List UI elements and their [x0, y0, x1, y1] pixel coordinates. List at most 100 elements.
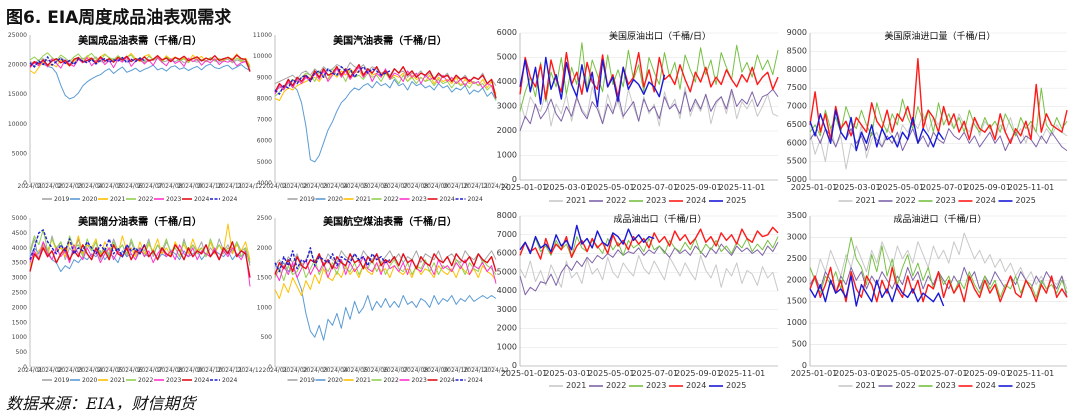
legend-label: 2024 [194, 377, 209, 384]
series-2024b-line [29, 56, 145, 68]
x-tick-label: 2025-03-01 [544, 369, 591, 378]
y-tick-label: 15000 [8, 91, 27, 98]
legend-label: 2022 [896, 196, 916, 205]
y-tick-label: 1000 [497, 151, 517, 160]
y-tick-label: 8000 [787, 65, 807, 74]
series-2025-line [809, 109, 945, 152]
x-tick-label: 2024/09 [178, 183, 203, 190]
legend-label: 2023 [936, 196, 956, 205]
x-tick-label: 2025-09-01 [964, 369, 1011, 378]
chart-title: 成品油进口（千桶/日） [893, 213, 986, 225]
x-tick-label: 2024/12 [484, 183, 509, 190]
legend-label: 2024 [976, 381, 996, 390]
x-tick-label: 2024/10 [198, 367, 223, 374]
x-tick-label: 2024/06 [118, 183, 143, 190]
legend-label: 2020 [82, 377, 97, 384]
source-note: 数据来源：EIA，财信期货 [6, 394, 196, 413]
y-tick-label: 5000 [257, 159, 272, 166]
x-tick-label: 2024/07 [138, 183, 163, 190]
legend-label: 2021 [566, 381, 586, 390]
y-tick-label: 9000 [787, 28, 807, 37]
y-tick-label: 0 [512, 361, 517, 370]
legend-label: 2019 [300, 377, 315, 384]
y-tick-label: 7500 [787, 83, 807, 92]
x-tick-label: 2024/09 [178, 367, 203, 374]
series-2021-line [809, 232, 1068, 290]
y-tick-label: 2000 [497, 126, 517, 135]
x-tick-label: 2024/05 [98, 183, 123, 190]
x-tick-label: 2025-11-01 [1008, 369, 1055, 378]
y-tick-label: 0 [268, 364, 272, 371]
chart-title: 美国原油进口量（千桶/日） [884, 30, 995, 42]
legend-label: 2024 [440, 196, 455, 203]
y-tick-label: 8000 [497, 211, 517, 220]
x-tick-label: 2024/10 [443, 183, 468, 190]
series-2025-line [809, 275, 945, 307]
legend-label: 2021 [356, 196, 371, 203]
y-tick-label: 500 [792, 340, 807, 349]
y-tick-label: 500 [261, 334, 273, 341]
y-tick-label: 3000 [787, 232, 807, 241]
chart-c7: 成品油出口（千桶/日） 0 1000 2000 3000 4000 5000 6000 7000… [497, 211, 779, 390]
y-tick-label: 1500 [12, 319, 27, 326]
y-tick-label: 5500 [787, 157, 807, 166]
x-tick-label: 2025-11-01 [719, 183, 766, 192]
x-tick-label: 2024/07 [138, 367, 163, 374]
y-tick-label: 5000 [787, 175, 807, 184]
series-2023-line [519, 42, 779, 112]
x-tick-label: 2024/04 [78, 183, 103, 190]
legend-label: 2019 [54, 196, 69, 203]
x-tick-label: 2024/08 [403, 367, 428, 374]
x-tick-label: 2025-09-01 [675, 183, 722, 192]
x-tick-label: 2024/10 [198, 183, 223, 190]
y-tick-label: 2500 [257, 215, 272, 222]
legend-label: 2023 [646, 381, 666, 390]
legend-label: 2021 [566, 196, 586, 205]
chart-c8: 成品油进口（千桶/日） 0 500 1000 1500 2000 2500 3000 3500 2… [787, 211, 1068, 390]
legend-label: 2024 [976, 196, 996, 205]
x-tick-label: 2025-05-01 [588, 183, 635, 192]
legend-label: 2022 [384, 196, 399, 203]
y-tick-label: 10000 [8, 121, 27, 128]
x-tick-label: 2024/06 [363, 367, 388, 374]
y-tick-label: 20000 [8, 62, 27, 69]
chart-c6: 美国航空煤油表需（千桶/日） 0 500 1000 1500 2000 2500 2024/0… [257, 215, 509, 384]
y-tick-label: 5000 [12, 150, 27, 157]
x-tick-label: 2025-05-01 [878, 369, 925, 378]
y-tick-label: 3000 [497, 102, 517, 111]
y-tick-label: 2000 [257, 245, 272, 252]
chart-c2: 美国汽油表需（千桶/日） 4000 5000 6000 7000 8000 9000 1000… [253, 32, 509, 203]
y-tick-label: 1000 [12, 334, 27, 341]
y-tick-label: 1000 [257, 304, 272, 311]
legend-label: 2025 [726, 196, 746, 205]
x-tick-label: 2025-03-01 [544, 183, 591, 192]
legend-label: 2024 [686, 196, 706, 205]
y-tick-label: 6000 [497, 249, 517, 258]
legend-label: 2019 [300, 196, 315, 203]
chart-title: 美国成品油表需（千桶/日） [78, 34, 202, 47]
x-tick-label: 2024/04 [323, 183, 348, 190]
series-2020-line [29, 61, 251, 100]
y-tick-label: 4000 [257, 180, 272, 187]
y-tick-label: 2500 [12, 290, 27, 297]
x-tick-label: 2024/11 [463, 183, 488, 190]
legend-label: 2024 [468, 196, 483, 203]
chart-c3: 美国原油出口（千桶/日） 0 1000 2000 3000 4000 5000 6000 202… [497, 28, 779, 205]
x-tick-label: 2025-11-01 [1008, 183, 1055, 192]
x-tick-label: 2025-07-01 [632, 369, 679, 378]
x-tick-label: 2024/03 [303, 183, 328, 190]
series-2023-line [29, 241, 251, 287]
series-2020-line [274, 262, 497, 341]
x-tick-label: 2024/02 [38, 367, 63, 374]
x-tick-label: 2024/05 [343, 367, 368, 374]
series-2024b-line [274, 66, 391, 95]
y-tick-label: 2000 [497, 324, 517, 333]
legend-label: 2022 [138, 196, 153, 203]
y-tick-label: 1000 [497, 342, 517, 351]
chart-c4: 美国原油进口量（千桶/日） 5000 5500 6000 6500 7000 7500 800… [787, 28, 1068, 205]
x-tick-label: 2024/03 [58, 367, 83, 374]
legend-label: 2023 [412, 377, 427, 384]
x-tick-label: 2025-07-01 [632, 183, 679, 192]
x-tick-label: 2025-03-01 [834, 183, 881, 192]
x-tick-label: 2024/02 [283, 183, 308, 190]
